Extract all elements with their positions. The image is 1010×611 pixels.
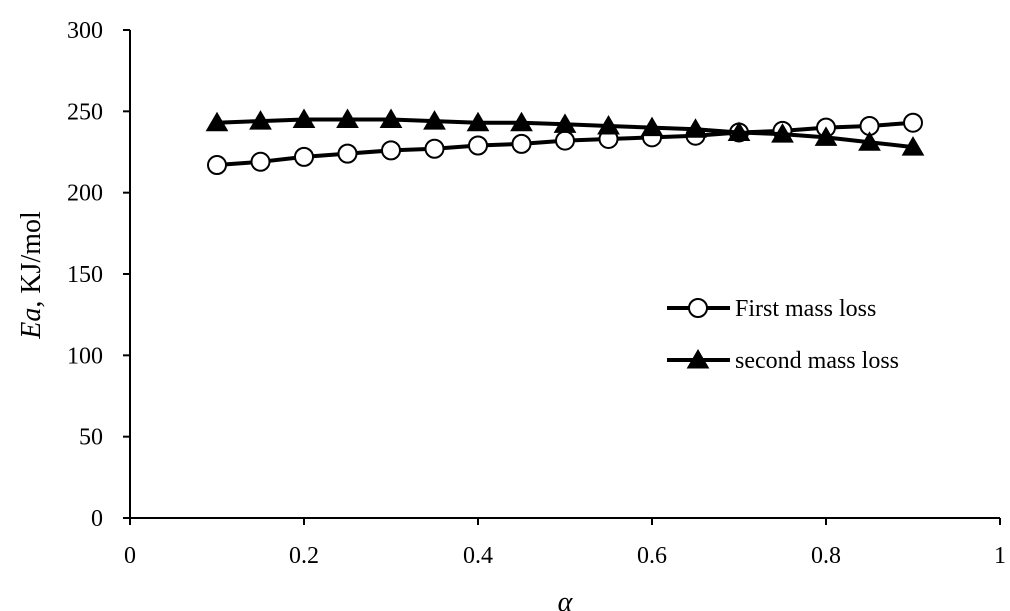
data-point	[727, 121, 751, 141]
legend-label: First mass loss	[735, 296, 876, 322]
data-point	[379, 108, 403, 128]
data-point	[555, 130, 575, 151]
data-point	[292, 108, 316, 128]
data-point	[424, 138, 445, 159]
y-tick-label: 300	[67, 18, 103, 44]
axes: 0 50 100 150 200 250 300 0 0.2 0.4 0.6 0.8 1	[67, 18, 1006, 569]
y-tick-label: 250	[67, 99, 103, 125]
data-point	[511, 133, 532, 154]
legend-marker	[688, 298, 708, 318]
y-tick-label: 150	[67, 262, 103, 288]
x-axis-title: α	[558, 587, 574, 611]
y-axis-title: Ea, KJ/mol	[16, 211, 47, 340]
y-axis-title-unit: , KJ/mol	[16, 211, 47, 308]
series-second-mass-loss	[205, 108, 925, 156]
legend-marker	[686, 349, 710, 369]
data-point	[901, 136, 925, 156]
y-tick-label: 100	[67, 343, 103, 369]
data-point	[597, 114, 620, 135]
y-tick-label: 0	[91, 506, 103, 532]
data-point	[468, 135, 488, 156]
data-point	[858, 131, 881, 151]
data-point	[337, 143, 358, 164]
data-point	[207, 155, 227, 176]
data-point	[336, 108, 359, 128]
data-point	[510, 111, 533, 132]
data-point	[684, 118, 707, 138]
x-tick-label: 0.2	[289, 543, 319, 569]
data-point	[814, 126, 838, 146]
data-point	[381, 140, 401, 161]
series-layer	[205, 108, 925, 176]
x-tick-label: 0.6	[637, 543, 667, 569]
data-point	[553, 113, 577, 133]
y-tick-label: 50	[79, 425, 103, 451]
data-point	[294, 146, 314, 167]
data-point	[466, 111, 490, 132]
data-point	[249, 110, 272, 130]
data-point	[903, 112, 923, 133]
data-point	[640, 116, 664, 137]
legend-label: second mass loss	[735, 348, 899, 374]
x-tick-label: 1	[994, 543, 1006, 569]
x-tick-label: 0	[124, 543, 136, 569]
y-tick-label: 200	[67, 181, 103, 207]
data-point	[250, 151, 271, 172]
legend: First mass loss second mass loss	[667, 296, 899, 374]
x-tick-label: 0.4	[463, 543, 493, 569]
data-point	[205, 111, 229, 132]
data-point	[423, 110, 446, 130]
legend-item-second-mass-loss: second mass loss	[667, 348, 899, 374]
legend-item-first-mass-loss: First mass loss	[667, 296, 876, 322]
x-tick-label: 0.8	[811, 543, 841, 569]
data-point	[771, 123, 794, 143]
y-axis-title-symbol: Ea	[16, 308, 47, 340]
